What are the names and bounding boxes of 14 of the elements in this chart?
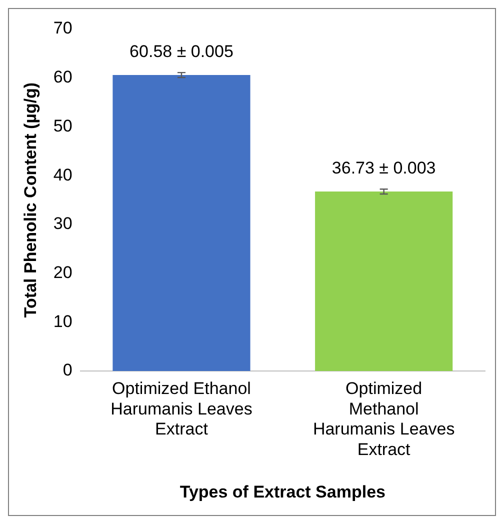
x-tick-label: Optimized Methanol Harumanis Leaves Extract bbox=[312, 378, 455, 460]
y-tick-label: 20 bbox=[53, 262, 72, 282]
y-tick-label: 30 bbox=[53, 214, 72, 234]
y-tick-label: 70 bbox=[53, 18, 72, 38]
x-tick-label: Optimized Ethanol Harumanis Leaves Extract bbox=[110, 378, 252, 439]
y-tick-label: 50 bbox=[53, 116, 72, 136]
y-tick-label: 10 bbox=[53, 312, 72, 331]
y-tick-label: 40 bbox=[53, 165, 72, 184]
x-axis-title: Types of Extract Samples bbox=[180, 482, 386, 502]
y-axis-title: Total Phenolic Content (µg/g) bbox=[20, 82, 40, 318]
data-label: 36.73 ± 0.003 bbox=[332, 158, 436, 178]
y-tick-label: 0 bbox=[62, 360, 72, 380]
y-tick-label: 60 bbox=[53, 68, 72, 87]
data-label: 60.58 ± 0.005 bbox=[130, 42, 234, 61]
